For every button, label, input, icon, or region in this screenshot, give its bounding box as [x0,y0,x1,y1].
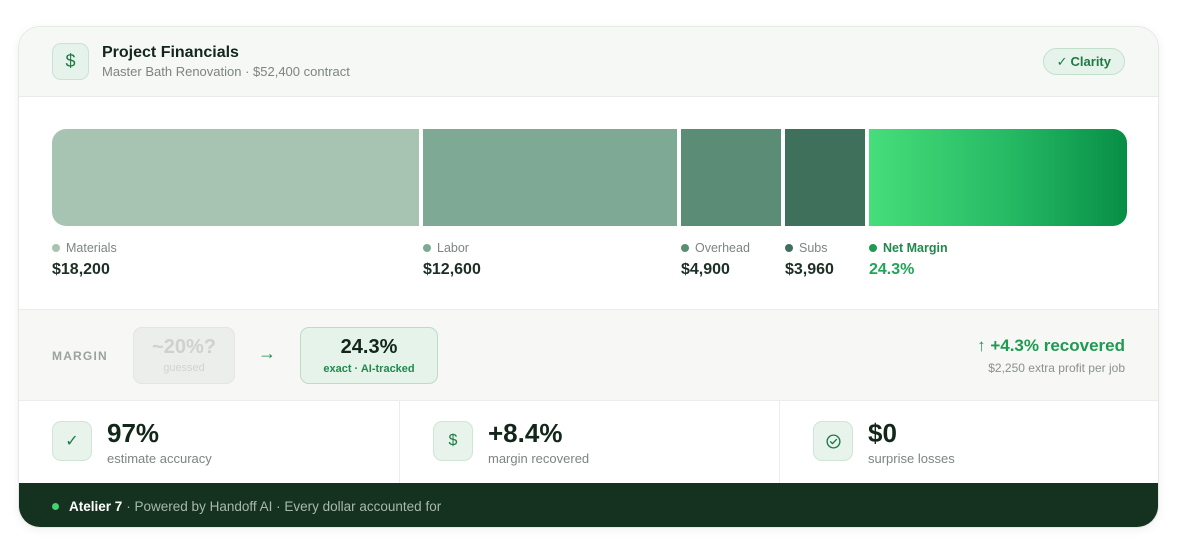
recovered-subtitle: $2,250 extra profit per job [988,361,1125,375]
legend-overhead: Overhead $4,900 [681,241,750,279]
clarity-badge[interactable]: ✓ Clarity [1042,48,1125,75]
check-icon: ✓ [1056,53,1068,69]
legend-value: $4,900 [681,261,730,278]
legend-label: Subs [799,241,828,255]
legend-value: $12,600 [423,261,481,278]
card-title: Project Financials [102,44,239,61]
guessed-margin-box: ~20%? guessed [133,327,235,384]
subs-segment[interactable] [785,129,865,226]
net-margin-segment[interactable] [869,129,1127,226]
net-margin-dot [869,244,877,252]
guessed-value: ~20%? [152,336,216,358]
exact-margin-box: 24.3% exact · AI-tracked [300,327,438,384]
stat-label: surprise losses [868,451,955,466]
footer-text: · Powered by Handoff AI · Every dollar a… [126,498,442,514]
margin-label: MARGIN [52,349,108,363]
materials-dot [52,244,60,252]
legend-net-margin: Net Margin 24.3% [869,241,948,279]
stat-label: estimate accuracy [107,451,212,466]
exact-value: 24.3% [340,336,398,358]
stat-value: 97% [107,418,160,448]
legend-label: Materials [66,241,117,255]
exact-caption: exact · AI-tracked [323,363,415,375]
arrow-right-icon: → [258,343,276,363]
card-footer: Atelier 7 · Powered by Handoff AI · Ever… [19,483,1158,527]
labor-segment[interactable] [423,129,677,226]
labor-dot [423,244,431,252]
recovered-summary: ↑ +4.3% recovered $2,250 extra profit pe… [977,336,1125,375]
subs-dot [785,244,793,252]
card-header: $ Project Financials Master Bath Renovat… [19,27,1158,97]
project-financials-card: $ Project Financials Master Bath Renovat… [18,26,1159,528]
overhead-segment[interactable] [681,129,781,226]
guessed-caption: guessed [163,362,205,374]
legend-value: $18,200 [52,261,110,278]
check-circle-icon [813,421,853,461]
legend-label: Overhead [695,241,750,255]
materials-segment[interactable] [52,129,419,226]
overhead-dot [681,244,689,252]
status-dot [52,502,59,510]
dollar-icon: $ [433,421,473,461]
cost-breakdown-bar [52,129,1127,226]
legend-materials: Materials $18,200 [52,241,117,279]
stat-estimate-accuracy: ✓ 97% estimate accuracy [19,401,399,483]
stat-surprise-losses: $0 surprise losses [779,401,1158,483]
stat-value: $0 [868,418,897,448]
margin-comparison: MARGIN ~20%? guessed → 24.3% exact · AI-… [19,309,1158,401]
stat-label: margin recovered [488,451,590,466]
legend-value: 24.3% [869,261,915,278]
recovered-title: ↑ +4.3% recovered [977,336,1125,355]
check-icon: ✓ [52,421,92,461]
stat-value: +8.4% [488,418,563,448]
legend-label: Net Margin [883,241,948,255]
stat-margin-recovered: $ +8.4% margin recovered [399,401,779,483]
clarity-label: Clarity [1070,54,1111,69]
card-subtitle: Master Bath Renovation · $52,400 contrac… [102,64,350,79]
legend-labor: Labor $12,600 [423,241,481,279]
dollar-icon: $ [52,43,89,80]
footer-brand: Atelier 7 [69,498,123,514]
legend-label: Labor [437,241,469,255]
legend-value: $3,960 [785,261,834,278]
legend-subs: Subs $3,960 [785,241,834,279]
